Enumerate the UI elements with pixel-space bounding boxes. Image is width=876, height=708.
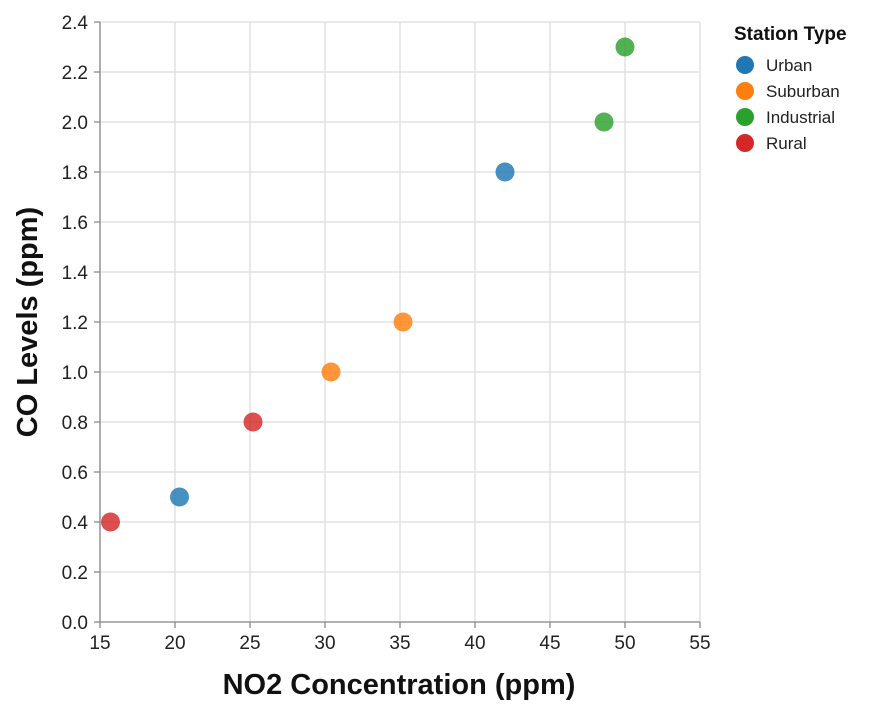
data-points xyxy=(101,37,635,532)
y-tick-label: 2.4 xyxy=(62,13,89,34)
legend-title: Station Type xyxy=(734,24,847,45)
legend-swatch-industrial xyxy=(736,108,754,126)
y-tick-label: 0.6 xyxy=(62,463,88,484)
data-point-industrial xyxy=(615,37,635,57)
legend-label-rural: Rural xyxy=(766,134,807,153)
data-point-rural xyxy=(101,512,120,532)
legend-label-industrial: Industrial xyxy=(766,108,835,127)
y-tick-label: 1.6 xyxy=(62,213,88,234)
x-tick-label: 35 xyxy=(389,633,410,654)
x-tick-label: 45 xyxy=(539,633,560,654)
data-point-urban xyxy=(170,487,189,507)
y-tick-label: 0.4 xyxy=(62,513,89,534)
data-point-rural xyxy=(243,412,263,432)
x-tick-label: 20 xyxy=(164,633,185,654)
legend-swatch-urban xyxy=(736,56,754,74)
y-tick-label: 2.0 xyxy=(62,113,88,134)
x-tick-label: 55 xyxy=(689,633,710,654)
y-tick-label: 2.2 xyxy=(62,63,88,84)
y-tick-label: 0.0 xyxy=(62,613,88,634)
data-point-suburban xyxy=(393,312,413,332)
y-tick-label: 0.2 xyxy=(62,563,88,584)
y-tick-label: 1.2 xyxy=(62,313,88,334)
legend: Station Type Urban Suburban Industrial Rura… xyxy=(734,24,847,153)
legend-swatch-suburban xyxy=(736,82,754,100)
y-tick-label: 1.0 xyxy=(62,363,88,384)
x-axis-title: NO2 Concentration (ppm) xyxy=(223,669,576,701)
legend-label-suburban: Suburban xyxy=(766,82,840,101)
y-tick-label: 0.8 xyxy=(62,413,88,434)
y-tick-label: 1.4 xyxy=(62,263,89,284)
legend-swatch-rural xyxy=(736,134,754,152)
data-point-industrial xyxy=(594,112,614,132)
y-axis-ticks: 0.0 0.2 0.4 0.6 0.8 1.0 1.2 1.4 1.6 1.8 2.0 2.2 2.4 xyxy=(62,13,100,634)
y-tick-label: 1.8 xyxy=(62,163,88,184)
data-point-urban xyxy=(495,162,515,182)
x-tick-label: 15 xyxy=(89,633,110,654)
x-axis-ticks: 15 20 25 30 35 40 45 50 55 xyxy=(89,622,711,654)
x-tick-label: 40 xyxy=(464,633,485,654)
grid xyxy=(99,21,701,623)
x-tick-label: 50 xyxy=(614,633,635,654)
x-tick-label: 25 xyxy=(239,633,260,654)
y-axis-title: CO Levels (ppm) xyxy=(12,207,44,437)
legend-label-urban: Urban xyxy=(766,56,812,75)
x-tick-label: 30 xyxy=(314,633,335,654)
data-point-suburban xyxy=(321,362,341,382)
